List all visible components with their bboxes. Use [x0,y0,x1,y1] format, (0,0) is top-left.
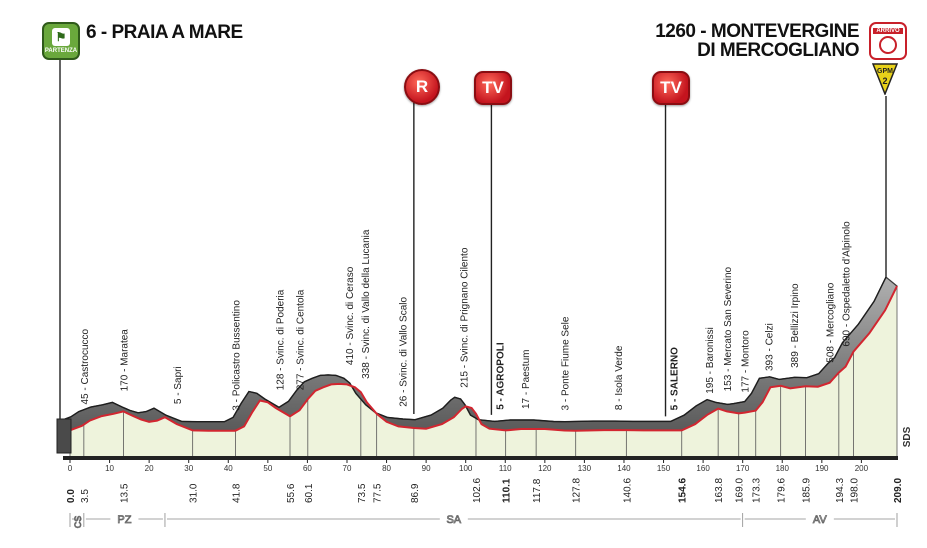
tv-marker-agropoli: TV [474,71,512,105]
axis-tick-label: 10 [105,464,114,473]
place-label: 5 - AGROPOLI [495,342,506,410]
km-label: 60.1 [304,483,315,503]
km-label: 3.5 [80,489,91,503]
start-badge-text: PARTENZA [44,48,78,54]
region-label: AV [813,514,828,526]
place-label: 338 - Svinc. di Vallo della Lucania [361,229,372,379]
km-label: 73.5 [357,483,368,503]
km-label: 110.1 [502,478,513,503]
start-location-title: 6 - PRAIA A MARE [86,22,243,43]
km-label: 127.8 [572,478,583,503]
km-label: 163.8 [714,478,725,503]
region-label-bg [439,512,468,526]
place-label: 690 - Ospedaletto d'Alpinolo [842,221,853,347]
place-label: 26 - Svinc. di Vallo Scalo [398,296,409,406]
gpm-climb-badge: GPM 2 [872,63,898,95]
place-label: 389 - Bellizzi Irpino [790,283,801,368]
axis-tick-label: 20 [145,464,154,473]
axis-tick-label: 0 [68,464,73,473]
km-label: 179.6 [777,478,788,503]
axis-tick-label: 60 [303,464,312,473]
place-label: 410 - Svinc. di Ceraso [345,266,356,365]
gpm-category: 2 [882,76,887,86]
axis-tick-label: 110 [499,464,512,473]
place-label: 195 - Baronissi [705,327,716,394]
feed-zone-marker: R [404,69,440,105]
place-label: 45 - Castrocucco [80,328,91,404]
km-label: 209.0 [893,478,904,503]
km-label: 154.6 [678,478,689,503]
place-label: 393 - Celzi [764,323,775,371]
axis-tick-label: 90 [422,464,431,473]
place-label: 177 - Montoro [741,330,752,393]
region-label-bg [110,512,139,526]
km-label: 31.0 [189,483,200,503]
checkered-flag-icon: ⚑ [52,28,70,46]
km-label: 77.5 [373,483,384,503]
place-label: 508 - Mercogliano [826,282,837,362]
place-label: 153 - Mercato San Severino [723,266,734,391]
axis-tick-label: 100 [459,464,473,473]
axis-tick-label: 30 [184,464,193,473]
place-label: 3 - Ponte Fiume Sele [561,316,572,410]
km-label: 169.0 [735,478,746,503]
finish-badge-text: ARRIVO [873,28,903,34]
x-axis [63,456,898,460]
axis-tick-label: 70 [343,464,352,473]
axis-tick-label: 120 [538,464,552,473]
axis-tick-label: 160 [696,464,710,473]
km-label: 13.5 [119,483,130,503]
profile-end-cap [56,418,72,454]
finish-badge: ARRIVO [869,22,907,60]
gpm-text: GPM [877,68,893,75]
place-label: 5 - SALERNO [669,347,680,411]
place-label: 170 - Maratea [119,329,130,392]
axis-tick-label: 50 [263,464,272,473]
axis-tick-label: 180 [776,464,790,473]
axis-tick-label: 140 [617,464,631,473]
km-label: 194.3 [835,478,846,503]
km-label: 86.9 [410,483,421,503]
place-label: 8 - Isola Verde [614,345,625,410]
axis-tick-label: 170 [736,464,750,473]
axis-tick-label: 130 [578,464,592,473]
profile-fill [70,286,897,458]
km-label: 41.8 [231,483,242,503]
region-label: CS [73,516,83,529]
place-label: 128 - Svinc. di Poderia [276,289,287,390]
km-label: 102.6 [472,478,483,503]
finish-title-line1: 1260 - MONTEVERGINE [655,21,859,42]
km-label: 55.6 [286,483,297,503]
finish-title-line2: DI MERCOGLIANO [697,40,859,61]
finish-target-icon [879,36,897,54]
place-label: 3 - Policastro Bussentino [231,300,242,411]
region-label-bg [805,512,834,526]
km-label: 117.8 [532,478,543,503]
km-label: 173.3 [752,478,763,503]
place-label: 277 - Svinc. di Centola [296,289,307,390]
km-label: 140.6 [622,478,633,503]
place-label: 5 - Sapri [173,366,184,404]
start-badge: ⚑ PARTENZA [42,22,80,60]
km-label: 198.0 [849,478,860,503]
region-label: SA [446,514,461,526]
axis-tick-label: 40 [224,464,233,473]
km-label: 185.9 [802,478,813,503]
axis-tick-label: 200 [855,464,869,473]
km-label: 0.0 [66,489,77,503]
region-label: PZ [117,514,131,526]
axis-tick-label: 80 [382,464,391,473]
sds-label: SDS [902,426,913,447]
finish-location-title: 1260 - MONTEVERGINE DI MERCOGLIANO [655,22,859,60]
profile-ridge [58,276,887,423]
axis-tick-label: 150 [657,464,671,473]
place-label: 215 - Svinc. di Prignano Cilento [460,247,471,388]
tv-marker-salerno: TV [652,71,690,105]
route-line [69,285,898,432]
axis-tick-label: 190 [815,464,829,473]
place-label: 17 - Paestum [521,350,532,409]
